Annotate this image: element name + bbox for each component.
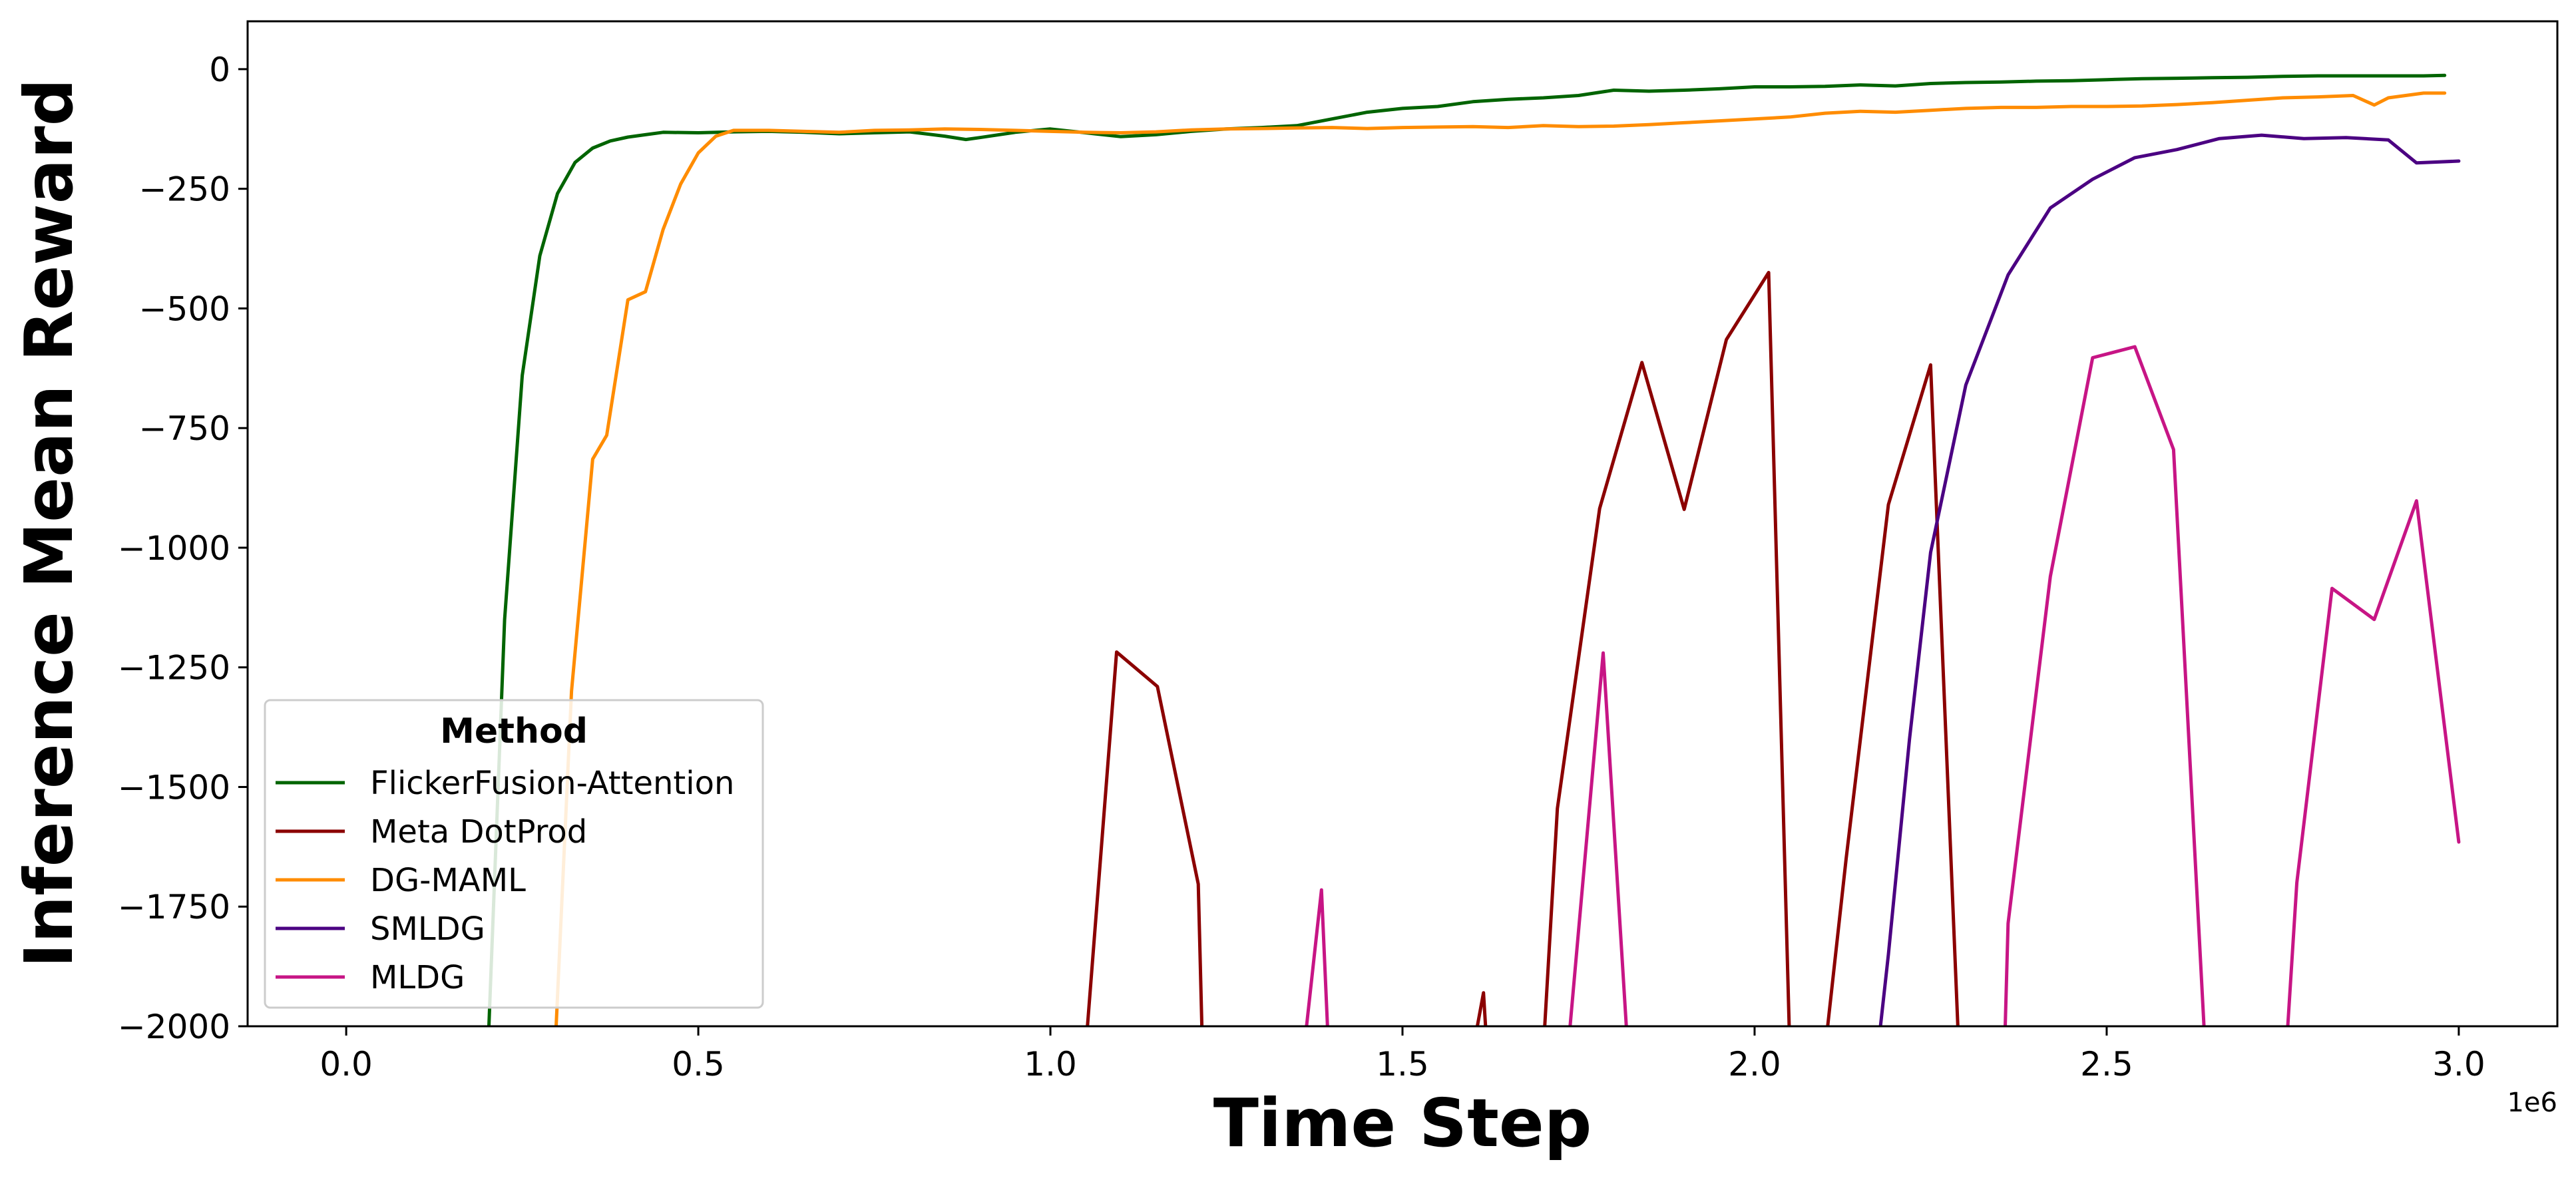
x-tick-label: 0.5 <box>672 1045 725 1083</box>
y-tick-label: −1000 <box>118 529 230 568</box>
x-tick-label: 3.0 <box>2432 1045 2485 1083</box>
y-tick-label: −750 <box>139 409 230 448</box>
series-line-3 <box>1878 133 2461 1026</box>
series-layer <box>487 73 2461 1026</box>
legend-title: Method <box>440 711 588 751</box>
legend: Method FlickerFusion-Attention Meta DotPr… <box>264 699 764 1009</box>
y-tick-label: −1250 <box>118 649 230 687</box>
x-tick-label: 1.5 <box>1376 1045 1429 1083</box>
series-line-2 <box>554 91 2447 1026</box>
y-axis-ticks: 0 −250 −500 −750 −1000 −1250 −1500 −1750 −2000 <box>118 51 248 1046</box>
legend-label: DG-MAML <box>370 862 526 899</box>
x-tick-label: 0.0 <box>320 1045 373 1083</box>
y-tick-label: −2000 <box>118 1008 230 1046</box>
x-tick-label: 1.0 <box>1024 1045 1077 1083</box>
x-tick-label: 2.0 <box>1728 1045 1781 1083</box>
x-axis-ticks: 0.0 0.5 1.0 1.5 2.0 2.5 3.0 <box>320 1026 2485 1083</box>
y-tick-label: −250 <box>139 170 230 209</box>
legend-label: Meta DotProd <box>370 813 587 851</box>
x-axis-title: Time Step <box>1213 1084 1592 1162</box>
series-line-1 <box>1086 271 1960 1026</box>
series-line-4 <box>1305 345 2461 1026</box>
y-axis-title: Inference Mean Reward <box>10 79 88 968</box>
legend-box <box>264 699 764 1009</box>
series-line-0 <box>487 73 2447 1026</box>
y-tick-label: 0 <box>209 51 230 89</box>
y-tick-label: −1750 <box>118 888 230 926</box>
legend-label: SMLDG <box>370 910 485 948</box>
x-tick-label: 2.5 <box>2080 1045 2133 1083</box>
legend-label: MLDG <box>370 959 465 996</box>
legend-label: FlickerFusion-Attention <box>370 765 734 802</box>
legend-items: FlickerFusion-Attention Meta DotProd DG-MA… <box>276 765 734 996</box>
x-axis-offset-label: 1e6 <box>2507 1087 2557 1118</box>
y-tick-label: −500 <box>139 290 230 328</box>
y-tick-label: −1500 <box>118 768 230 807</box>
